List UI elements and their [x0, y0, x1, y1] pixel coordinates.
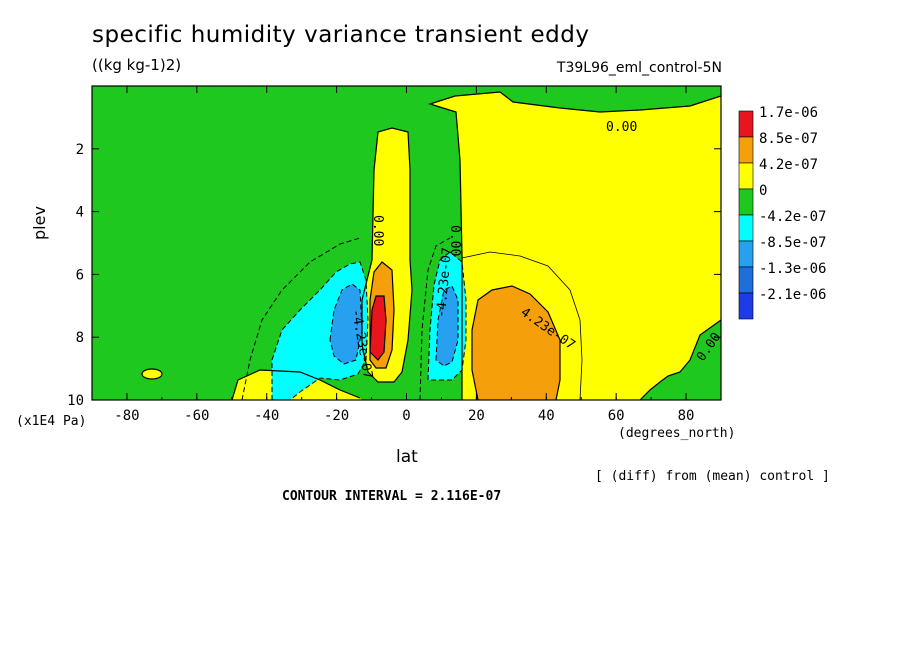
- legend-swatch: [738, 136, 754, 164]
- legend-label: -1.3e-06: [759, 261, 826, 277]
- x-axis-units: (degrees_north): [618, 426, 736, 441]
- x-tick-label: 40: [538, 408, 555, 424]
- x-tick-label: 20: [468, 408, 485, 424]
- legend-label: 8.5e-07: [759, 131, 818, 147]
- y-tick-label: 8: [76, 330, 84, 346]
- chart-title: specific humidity variance transient edd…: [92, 22, 590, 48]
- contour-lines: [141, 91, 721, 400]
- y-tick-label: 2: [76, 142, 84, 158]
- contour-interval: CONTOUR INTERVAL = 2.116E-07: [282, 489, 502, 504]
- legend-label: 0: [759, 183, 767, 199]
- y-axis-units: (x1E4 Pa): [16, 414, 87, 429]
- legend-swatch: [738, 292, 754, 320]
- legend-label: 1.7e-06: [759, 105, 818, 121]
- negative-contour-lines: [241, 237, 467, 400]
- region-nh-orange: [472, 286, 560, 400]
- x-axis-label: lat: [396, 447, 418, 467]
- legend: 1.7e-06 8.5e-07 4.2e-07 0 -4.2e-07 -8.5e-07 -1…: [738, 105, 826, 320]
- x-tick-label: 60: [608, 408, 625, 424]
- legend-swatch: [738, 162, 754, 190]
- legend-label: -8.5e-07: [759, 235, 826, 251]
- contour-label: 0.00: [447, 225, 462, 256]
- y-tick-label: 4: [76, 205, 84, 221]
- x-tick-label: -80: [114, 408, 139, 424]
- contour-label: 0.00: [606, 120, 637, 135]
- region-nh-negative-deep: [436, 286, 458, 366]
- legend-swatch: [738, 110, 754, 138]
- x-axis: -80 -60 -40 -20 0 20 40 60 80: [91, 86, 722, 424]
- legend-swatch: [738, 188, 754, 216]
- legend-swatch: [738, 266, 754, 294]
- contour-label: -4.23e-07: [434, 247, 455, 318]
- difference-note: [ (diff) from (mean) control ]: [595, 469, 830, 484]
- x-tick-label: -40: [254, 408, 279, 424]
- legend-swatch: [738, 214, 754, 242]
- legend-label: 4.2e-07: [759, 157, 818, 173]
- chart-units: ((kg kg-1)2): [92, 56, 182, 74]
- experiment-label: T39L96_eml_control-5N: [556, 60, 722, 76]
- x-tick-label: -60: [184, 408, 209, 424]
- x-tick-label: 0: [402, 408, 410, 424]
- x-tick-label: -20: [324, 408, 349, 424]
- contour-label: 0.00: [370, 215, 385, 246]
- region-sh-negative-deep: [330, 284, 362, 364]
- legend-swatch: [738, 240, 754, 268]
- y-tick-label: 6: [76, 267, 84, 283]
- legend-label: -2.1e-06: [759, 287, 826, 303]
- legend-label: -4.2e-07: [759, 209, 826, 225]
- filled-contours: [92, 86, 721, 400]
- region-core-red: [370, 296, 386, 360]
- y-tick-label: 10: [67, 393, 84, 409]
- x-tick-label: 80: [678, 408, 695, 424]
- y-axis: 2 4 6 8 10: [67, 142, 721, 409]
- region-small-positive: [142, 369, 162, 379]
